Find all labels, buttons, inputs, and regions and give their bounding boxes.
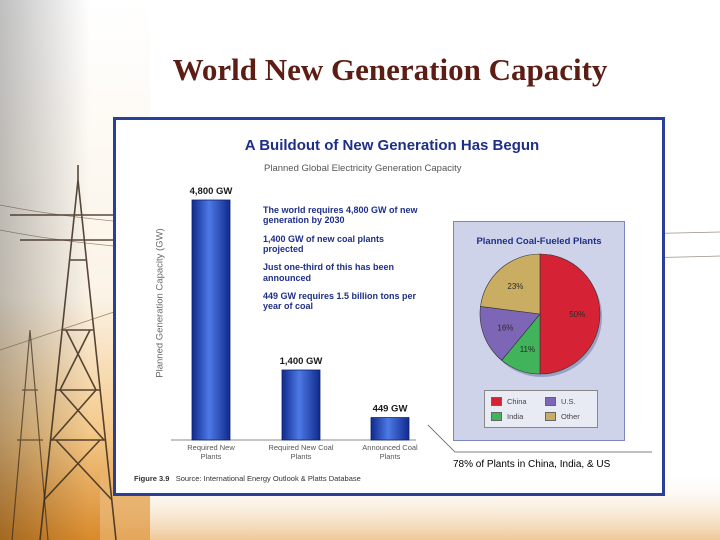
pie-data-label: 16% (497, 324, 513, 333)
legend-item-us: U.S. (545, 397, 576, 406)
x-tick-label: Announced Coal Plants (362, 443, 418, 461)
legend-swatch-india (491, 412, 502, 421)
legend-label-other: Other (561, 412, 580, 421)
bar-1 (191, 199, 231, 441)
pie-legend: China India U.S. Other (484, 390, 598, 428)
pie-slice-other (480, 253, 541, 315)
annotation-item: Just one-third of this has been announce… (263, 262, 395, 283)
figure-caption: Figure 3.9 Source: International Energy … (134, 474, 361, 483)
bar-3 (370, 417, 410, 441)
annotation-item: The world requires 4,800 GW of new gener… (263, 205, 418, 226)
pie-chart-panel: Planned Coal-Fueled Plants 50% 11% 16% 23% … (453, 221, 625, 441)
bar-chart-subtitle: Planned Global Electricity Generation Ca… (264, 163, 462, 174)
bar-data-label: 4,800 GW (190, 186, 233, 197)
pie-data-label: 11% (520, 345, 535, 354)
legend-label-china: China (507, 397, 527, 406)
x-tick-label: Required New Plants (187, 443, 235, 461)
bar-data-label: 1,400 GW (280, 356, 323, 367)
chart-figure: A Buildout of New Generation Has Begun P… (113, 117, 665, 496)
pie-chart-title: Planned Coal-Fueled Plants (476, 236, 602, 247)
legend-swatch-china (491, 397, 502, 406)
slide-title: World New Generation Capacity (172, 52, 608, 87)
bar-2 (281, 369, 321, 441)
annotation-item: 449 GW requires 1.5 billion tons per yea… (263, 291, 417, 312)
legend-label-india: India (507, 412, 524, 421)
pie-slice-us (479, 306, 541, 361)
pie-chart: 50% 11% 16% 23% (479, 253, 602, 377)
legend-item-other: Other (545, 412, 580, 421)
figure-caption-label: Figure 3.9 (134, 474, 170, 483)
pie-data-label: 23% (507, 282, 523, 291)
annotation-item: 1,400 GW of new coal plants projected (263, 233, 385, 255)
legend-label-us: U.S. (561, 397, 576, 406)
bar-data-label: 449 GW (373, 404, 408, 415)
bar-chart-title: A Buildout of New Generation Has Begun (244, 137, 540, 154)
legend-item-india: India (491, 412, 523, 421)
legend-swatch-us (545, 397, 556, 406)
legend-item-china: China (491, 397, 527, 406)
pie-data-label: 50% (569, 310, 585, 319)
bar-chart: 4,800 GW Required New Plants 1,400 GW Requir… (171, 186, 418, 461)
legend-swatch-other (545, 412, 556, 421)
callout-text: 78% of Plants in China, India, & US (453, 459, 611, 470)
pie-slice-china (539, 253, 601, 375)
annotation-list: The world requires 4,800 GW of new gener… (263, 205, 423, 320)
x-tick-label: Required New Coal Plants (268, 443, 333, 461)
figure-caption-source: Source: International Energy Outlook & P… (175, 474, 361, 483)
